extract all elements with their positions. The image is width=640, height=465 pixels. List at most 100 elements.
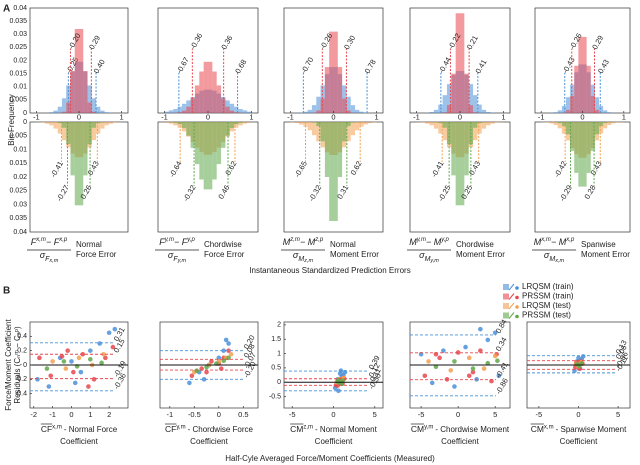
histogram-bar xyxy=(468,84,474,113)
bound-label: 0.41 xyxy=(473,58,488,75)
bound-label: 0.21 xyxy=(465,34,480,51)
formula-part: x,m xyxy=(540,237,551,243)
scatter-point xyxy=(46,384,52,389)
bound-label: -0.41 xyxy=(429,159,445,178)
formula-part: F xyxy=(45,256,50,263)
y-tick-label: 0.04 xyxy=(13,5,27,12)
x-tick-label: 0 xyxy=(580,112,584,121)
bound-label: -0.25 xyxy=(436,183,452,202)
histogram-bar xyxy=(586,122,591,173)
y-tick-label: 0 xyxy=(23,119,27,126)
scatter-point xyxy=(103,355,108,361)
axis-title: Half-Cyle Averaged Force/Moment Coeffici… xyxy=(225,454,435,463)
x-tick-label: -2 xyxy=(30,410,37,419)
formula-part: − M xyxy=(426,237,442,247)
histogram-bar xyxy=(208,122,213,190)
formula-part: F xyxy=(159,237,165,247)
legend-swatch xyxy=(503,312,509,319)
histogram-bar xyxy=(590,95,595,113)
histogram-bar xyxy=(494,122,500,123)
histogram-bar xyxy=(173,122,178,126)
histogram-bar xyxy=(186,106,191,113)
scatter-point xyxy=(470,366,476,371)
scatter-point xyxy=(429,380,435,386)
histogram-bar xyxy=(79,29,84,113)
bound-label: 0.78 xyxy=(363,58,378,75)
histogram-bar xyxy=(242,110,248,113)
formula-part: y,m xyxy=(429,258,439,264)
histogram-bar xyxy=(181,103,187,113)
histogram-bar xyxy=(177,112,182,113)
y-tick-label: 0.01 xyxy=(13,84,27,91)
formula-part: M xyxy=(409,237,417,247)
legend-marker xyxy=(515,314,519,319)
histogram-bar xyxy=(70,122,75,176)
x-tick-label: -1 xyxy=(33,112,40,121)
histogram-bar xyxy=(346,96,351,113)
formula-part: − F xyxy=(46,237,60,247)
histogram-bar xyxy=(96,106,101,113)
histogram-bar xyxy=(603,110,608,113)
bound-label: 0.29 xyxy=(87,34,102,51)
histogram-bar xyxy=(234,112,239,113)
bound-label: 0.43 xyxy=(467,159,482,176)
y-tick-label: 0.02 xyxy=(13,57,27,64)
histogram-bar xyxy=(561,122,566,127)
histogram-bar xyxy=(173,109,178,113)
histogram-bar xyxy=(359,122,364,127)
scatter-point xyxy=(204,369,209,375)
axis-formula: σMx,m xyxy=(544,250,565,264)
histogram-bar xyxy=(473,112,478,113)
histogram-bar xyxy=(372,122,377,123)
histogram-bar xyxy=(164,111,169,113)
x-tick-label: 0 xyxy=(69,410,73,419)
histogram-bar xyxy=(216,122,222,165)
y-tick-label: 0.025 xyxy=(9,188,27,195)
x-axis-label: CMx,m - Spanwise Moment xyxy=(531,424,627,434)
x-tick-label: -5 xyxy=(418,410,425,419)
formula-part: σ xyxy=(293,250,299,260)
legend-swatch xyxy=(503,284,509,290)
scatter-point xyxy=(226,348,231,353)
x-axis-label-text: - Chordwise Moment xyxy=(435,425,510,434)
histogram-bar xyxy=(599,122,604,127)
histogram-bar xyxy=(247,122,252,123)
histogram-bar xyxy=(212,122,217,180)
axis-formula: σMy,m xyxy=(419,250,439,264)
y-tick-label: 0.015 xyxy=(9,70,27,77)
histogram-bar xyxy=(91,111,97,113)
x-axis-label: Spanwise xyxy=(581,240,616,249)
histogram-bar xyxy=(561,105,566,113)
x-tick-label: -5 xyxy=(289,410,296,419)
histogram-bar xyxy=(311,105,317,113)
formula-part: M xyxy=(283,237,291,247)
formula-part: y,m xyxy=(177,258,187,264)
bound-label: 0.62 xyxy=(223,159,238,176)
histogram-bar xyxy=(553,122,558,126)
scatter-point xyxy=(221,348,226,353)
y-tick-label: 1.5 xyxy=(271,336,281,343)
x-axis-label: CMy,m - Chordwise Moment xyxy=(411,424,510,434)
x-tick-label: -5 xyxy=(536,410,543,419)
bound-label: 0.62 xyxy=(349,159,364,176)
scatter-point xyxy=(63,366,69,371)
scatter-point xyxy=(470,369,476,375)
x-tick-label: 5 xyxy=(616,410,620,419)
histogram-bar xyxy=(433,109,439,113)
legend-marker xyxy=(515,286,519,290)
scatter-point xyxy=(426,359,431,364)
histogram-bar xyxy=(181,110,187,113)
histogram-bar xyxy=(486,111,491,113)
y-tick-label: 0.4 xyxy=(17,333,27,340)
histogram-bar xyxy=(199,122,204,180)
x-axis-label: Force Error xyxy=(76,250,117,259)
scatter-point xyxy=(201,377,207,382)
x-axis-label-text: - Spanwise Moment xyxy=(556,425,627,434)
histogram-bar xyxy=(216,85,222,113)
histogram-bar xyxy=(229,122,235,129)
axis-title: Instantaneous Standardized Prediction Er… xyxy=(249,266,410,275)
x-axis-label: Normal xyxy=(76,240,102,249)
histogram-bar xyxy=(553,112,558,113)
histogram-bar xyxy=(342,122,347,142)
histogram-bar xyxy=(181,122,187,129)
